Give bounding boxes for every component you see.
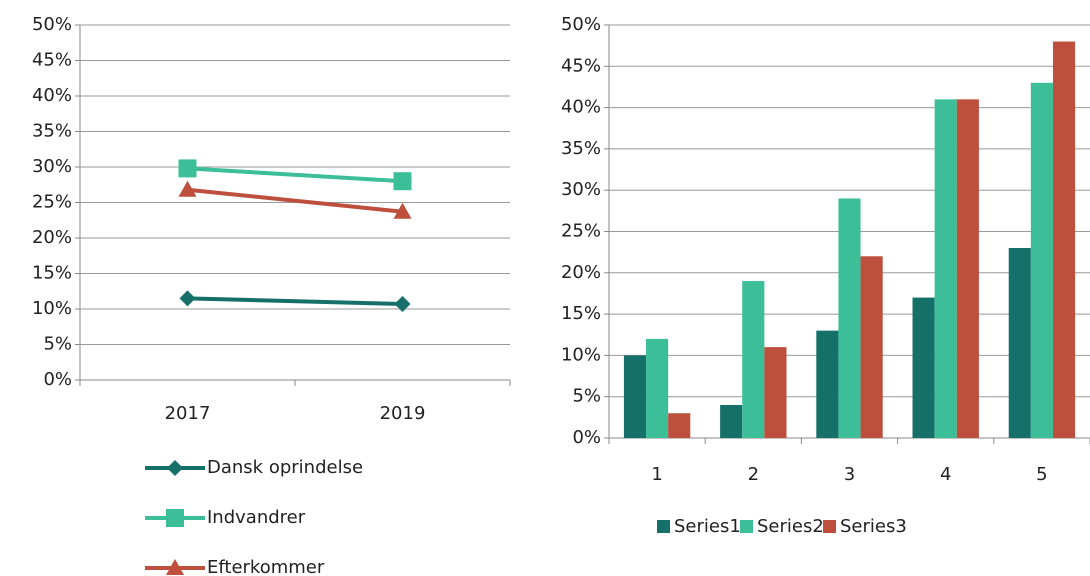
x-tick-label: 3 — [844, 464, 855, 485]
y-tick-label: 25% — [32, 192, 72, 213]
legend-label: Efterkommer — [207, 557, 325, 576]
y-tick-label: 35% — [32, 121, 72, 142]
y-tick-label: 40% — [32, 85, 72, 106]
y-tick-label: 50% — [32, 14, 72, 35]
bar — [1030, 82, 1053, 438]
bar — [816, 330, 839, 438]
x-tick-label: 2017 — [165, 403, 211, 424]
y-tick-label: 45% — [561, 55, 601, 76]
line — [187, 166, 403, 184]
bar — [764, 347, 787, 438]
marker — [167, 460, 183, 476]
bar — [956, 99, 979, 438]
y-tick-label: 40% — [561, 97, 601, 118]
marker — [166, 559, 184, 575]
x-tick-label: 5 — [1036, 464, 1047, 485]
bar — [912, 297, 935, 438]
legend-swatch — [657, 520, 670, 533]
bar — [623, 355, 647, 438]
x-tick-label: 1 — [651, 464, 662, 485]
y-tick-label: 5% — [572, 386, 601, 407]
y-tick-label: 30% — [561, 179, 601, 200]
bar — [668, 413, 691, 438]
bar — [1008, 248, 1031, 438]
legend-label: Series1 — [674, 516, 741, 537]
bar — [720, 404, 743, 438]
x-tick-label: 2 — [748, 464, 759, 485]
y-tick-label: 15% — [32, 263, 72, 284]
y-tick-label: 45% — [32, 50, 72, 71]
y-tick-label: 5% — [43, 334, 72, 355]
bar — [838, 198, 861, 438]
y-tick-label: 20% — [561, 262, 601, 283]
y-tick-label: 25% — [561, 221, 601, 242]
marker — [394, 296, 411, 313]
y-tick-label: 0% — [43, 369, 72, 390]
line — [187, 187, 403, 214]
marker — [393, 172, 412, 191]
bar — [1052, 41, 1076, 439]
y-tick-label: 30% — [32, 156, 72, 177]
marker — [166, 509, 184, 527]
y-tick-label: 50% — [561, 14, 601, 35]
legend-label: Dansk oprindelse — [207, 457, 363, 478]
x-tick-label: 2019 — [380, 403, 426, 424]
bar — [860, 256, 883, 438]
y-tick-label: 35% — [561, 138, 601, 159]
legend-label: Series2 — [757, 516, 824, 537]
marker — [178, 180, 197, 197]
y-tick-label: 15% — [561, 303, 601, 324]
y-tick-label: 20% — [32, 227, 72, 248]
legend-swatch — [740, 520, 753, 533]
bar — [742, 281, 765, 438]
legend-label: Series3 — [840, 516, 907, 537]
marker — [178, 159, 197, 178]
y-tick-label: 10% — [561, 344, 601, 365]
line — [187, 296, 403, 307]
bar — [934, 99, 957, 438]
legend-swatch — [823, 520, 836, 533]
y-tick-label: 0% — [572, 427, 601, 448]
x-tick-label: 4 — [940, 464, 951, 485]
bar — [646, 338, 669, 438]
marker — [393, 202, 412, 219]
legend-label: Indvandrer — [207, 507, 306, 528]
y-tick-label: 10% — [32, 298, 72, 319]
marker — [179, 290, 196, 307]
